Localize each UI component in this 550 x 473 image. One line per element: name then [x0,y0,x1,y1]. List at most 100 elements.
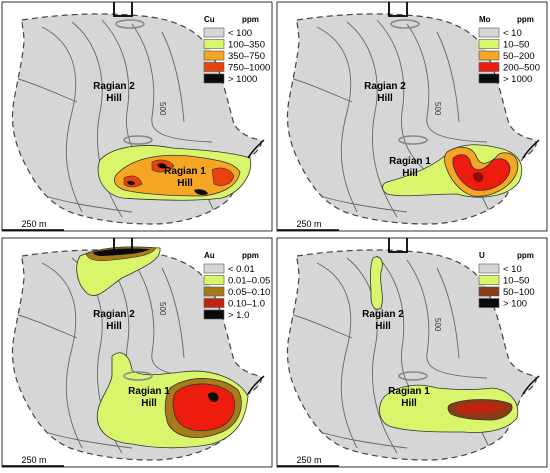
svg-text:Hill: Hill [177,178,193,189]
legend-label: < 10 [503,264,522,275]
contour-label: 500 [158,302,167,316]
svg-text:Ragian 1: Ragian 1 [388,386,430,397]
legend-element: U [479,251,485,260]
legend: Au ppm < 0.010.01–0.050.05–0.100.10–1.0>… [203,251,270,321]
legend-swatch [478,286,500,297]
legend-swatch [203,62,225,72]
legend-label: 0.05–0.10 [228,287,270,298]
svg-text:Ragian 1: Ragian 1 [164,166,206,177]
legend-label: < 0.01 [228,264,255,275]
legend-swatch [478,73,500,84]
legend-label: < 100 [228,28,252,39]
legend-swatch [478,39,500,49]
scale-bar: 250 m [2,455,64,467]
legend-swatch [478,263,500,274]
zone-0.10-1.0 [172,383,235,432]
legend-label: > 1000 [228,74,257,85]
contour-label: 500 [158,102,167,116]
svg-text:Hill: Hill [402,168,418,179]
legend-label: < 10 [503,28,522,39]
zone-750-1000 [123,159,235,188]
legend-swatch [203,27,225,38]
legend-unit: ppm [517,251,534,260]
svg-text:250 m: 250 m [21,455,46,465]
legend-swatch [478,298,500,308]
svg-text:Hill: Hill [141,398,157,409]
svg-text:Ragian 1: Ragian 1 [389,156,431,167]
panel-cu: Ragian 2 Hill Ragian 1 Hill 500 250 m Cu… [1,1,273,232]
legend-label: > 100 [503,299,527,310]
legend-swatch [478,62,500,72]
svg-text:Ragian 2: Ragian 2 [93,81,135,92]
zone-10-50-north [370,256,383,310]
hill-1-label: Ragian 1 Hill [164,166,206,189]
svg-text:250 m: 250 m [296,219,321,229]
hill-1-label: Ragian 1 Hill [389,156,431,179]
legend-label: 350–750 [228,51,265,62]
legend-label: 50–100 [503,287,535,298]
scale-bar: 250 m [2,219,64,231]
legend-label: 750–1000 [228,63,270,74]
roads [113,238,265,395]
roads [388,238,540,395]
contour-label: 500 [433,102,442,116]
panel-mo: Ragian 2 Hill Ragian 1 Hill 500 250 m Mo… [276,1,548,232]
hill-1-label: Ragian 1 Hill [388,386,430,409]
legend-element: Au [204,251,215,260]
hill-2-label: Ragian 2 Hill [362,309,404,332]
legend-label: 10–50 [503,40,529,51]
zone-350-750 [113,154,241,197]
legend-swatch [203,263,225,274]
hill-2-label: Ragian 2 Hill [93,81,135,104]
legend-label: 50–200 [503,51,535,62]
legend-label: 10–50 [503,276,529,287]
svg-text:Ragian 1: Ragian 1 [128,386,170,397]
panel-u: Ragian 2 Hill Ragian 1 Hill 500 250 m U … [276,237,548,468]
legend-swatch [478,50,500,61]
zone-gt-1000 [473,172,484,182]
roads [388,2,540,159]
legend-label: > 1000 [503,74,532,85]
legend-label: 100–350 [228,40,265,51]
legend-swatch [203,298,225,308]
zone-200-500 [452,154,511,191]
svg-text:Hill: Hill [106,321,122,332]
legend-swatch [478,27,500,38]
legend-swatch [203,50,225,61]
legend-element: Cu [204,15,215,24]
panel-au: Ragian 2 Hill Ragian 1 Hill 500 250 m Au… [1,237,273,468]
zone-gt-1000 [127,163,208,195]
svg-text:Ragian 2: Ragian 2 [93,309,135,320]
svg-text:Hill: Hill [375,321,391,332]
hill-2-label: Ragian 2 Hill [93,309,135,332]
zone-gt-1.0 [208,392,219,402]
legend-element: Mo [479,15,491,24]
legend-label: 0.01–0.05 [228,276,270,287]
zone-gt-100 [457,403,505,414]
hill-2-label: Ragian 2 Hill [364,81,406,104]
scale-bar: 250 m [277,219,339,231]
legend-swatch [203,309,225,320]
legend-label: 0.10–1.0 [228,299,265,310]
legend-label: > 1.0 [228,310,249,321]
legend-swatch [203,39,225,49]
legend-label: 200–500 [503,63,540,74]
legend-unit: ppm [242,15,259,24]
legend-unit: ppm [517,15,534,24]
roads [113,2,265,159]
legend-swatch [478,275,500,285]
legend-swatch [203,286,225,297]
legend-swatch [203,73,225,84]
svg-text:Hill: Hill [377,93,393,104]
svg-text:Hill: Hill [106,93,122,104]
svg-text:Ragian 2: Ragian 2 [362,309,404,320]
hill-1-label: Ragian 1 Hill [128,386,170,409]
legend-unit: ppm [242,251,259,260]
svg-text:Ragian 2: Ragian 2 [364,81,406,92]
contour-label: 500 [433,318,442,332]
legend-swatch [203,275,225,285]
